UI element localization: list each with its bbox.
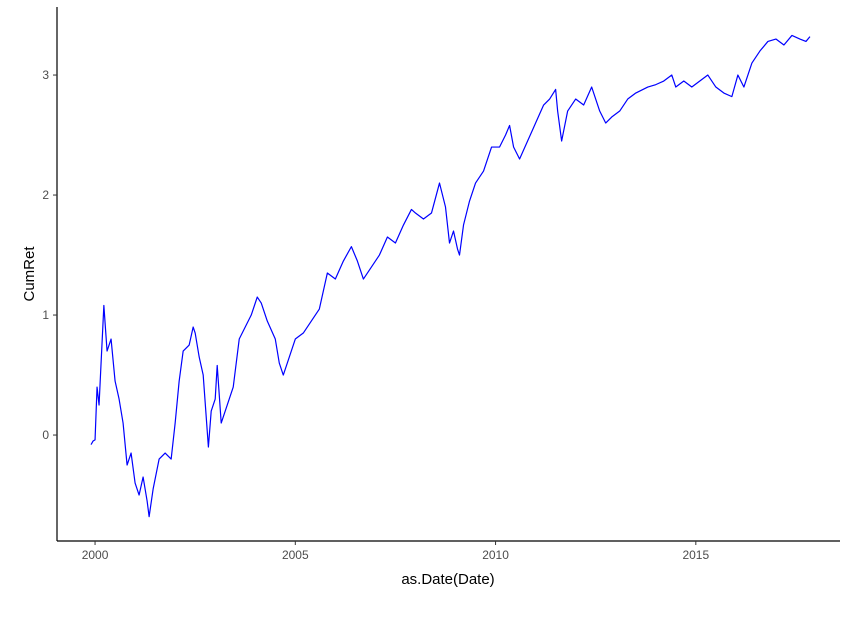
x-tick-label: 2010 [482,548,509,562]
x-tick-label: 2015 [682,548,709,562]
series-line [90,34,811,518]
y-tick-label: 1 [42,308,49,322]
y-tick-label: 0 [42,428,49,442]
x-tick-label: 2000 [82,548,109,562]
x-tick-label: 2005 [282,548,309,562]
y-axis-title: CumRet [21,246,38,302]
y-tick-label: 3 [42,68,49,82]
x-axis-title: as.Date(Date) [401,571,494,588]
y-tick-label: 2 [42,188,49,202]
